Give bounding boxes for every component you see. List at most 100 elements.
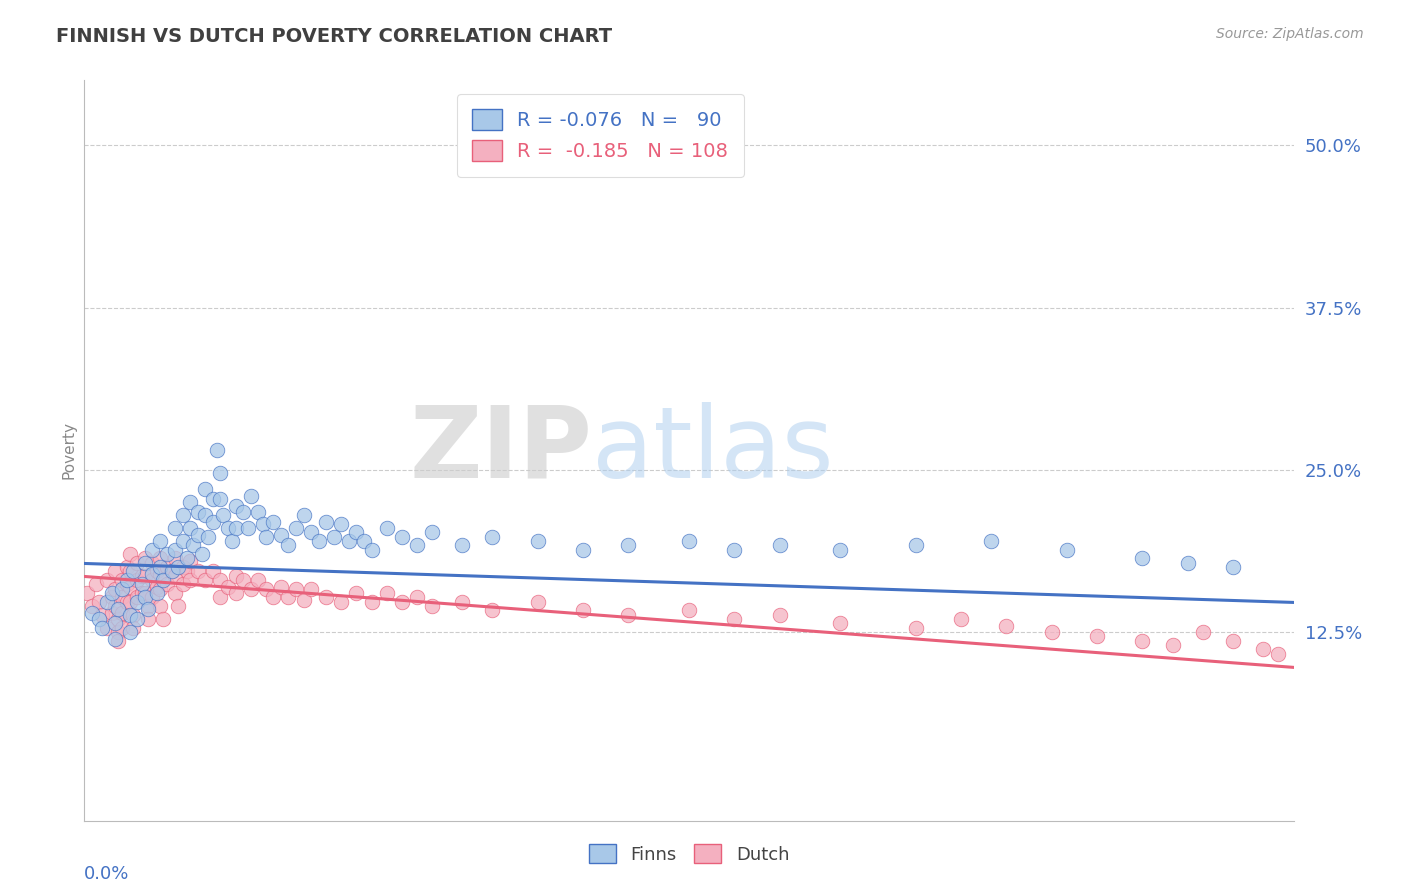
- Point: [225, 521, 247, 535]
- Point: [769, 538, 792, 552]
- Point: [201, 491, 224, 506]
- Point: [1130, 551, 1153, 566]
- Point: [118, 595, 141, 609]
- Point: [107, 612, 129, 626]
- Point: [172, 508, 194, 523]
- Point: [134, 551, 156, 566]
- Point: [115, 574, 138, 588]
- Point: [285, 582, 308, 597]
- Point: [315, 515, 337, 529]
- Point: [247, 504, 270, 518]
- Point: [830, 543, 852, 558]
- Point: [167, 560, 190, 574]
- Point: [146, 580, 169, 594]
- Point: [96, 595, 118, 609]
- Point: [292, 592, 315, 607]
- Point: [107, 602, 129, 616]
- Point: [127, 595, 149, 609]
- Point: [165, 543, 187, 558]
- Point: [165, 569, 187, 583]
- Point: [337, 534, 360, 549]
- Point: [152, 612, 174, 626]
- Legend: Finns, Dutch: Finns, Dutch: [581, 837, 797, 871]
- Point: [252, 517, 274, 532]
- Point: [527, 534, 550, 549]
- Point: [179, 554, 201, 568]
- Point: [572, 603, 595, 617]
- Point: [212, 508, 235, 523]
- Point: [617, 608, 640, 623]
- Point: [247, 574, 270, 588]
- Point: [131, 569, 153, 583]
- Point: [89, 595, 111, 609]
- Point: [141, 543, 163, 558]
- Point: [134, 586, 156, 600]
- Point: [172, 534, 194, 549]
- Point: [149, 599, 172, 614]
- Point: [156, 547, 179, 561]
- Y-axis label: Poverty: Poverty: [60, 421, 76, 480]
- Point: [572, 543, 595, 558]
- Point: [201, 515, 224, 529]
- Point: [980, 534, 1002, 549]
- Point: [115, 595, 138, 609]
- Point: [1161, 638, 1184, 652]
- Point: [141, 557, 163, 571]
- Point: [131, 577, 153, 591]
- Point: [232, 574, 254, 588]
- Point: [141, 591, 163, 605]
- Point: [1085, 629, 1108, 643]
- Point: [118, 580, 141, 594]
- Point: [299, 582, 322, 597]
- Point: [104, 564, 127, 578]
- Point: [134, 569, 156, 583]
- Point: [149, 551, 172, 566]
- Point: [1267, 648, 1289, 662]
- Text: Source: ZipAtlas.com: Source: ZipAtlas.com: [1216, 27, 1364, 41]
- Point: [308, 534, 330, 549]
- Point: [111, 574, 134, 588]
- Point: [96, 574, 118, 588]
- Point: [299, 525, 322, 540]
- Point: [131, 586, 153, 600]
- Point: [217, 580, 239, 594]
- Point: [165, 551, 187, 566]
- Point: [209, 574, 232, 588]
- Point: [136, 602, 159, 616]
- Point: [360, 543, 382, 558]
- Point: [127, 557, 149, 571]
- Point: [187, 564, 209, 578]
- Point: [100, 606, 122, 620]
- Point: [346, 525, 368, 540]
- Point: [262, 515, 284, 529]
- Point: [118, 625, 141, 640]
- Point: [315, 591, 337, 605]
- Point: [239, 582, 262, 597]
- Point: [80, 599, 103, 614]
- Point: [225, 569, 247, 583]
- Point: [165, 521, 187, 535]
- Point: [165, 586, 187, 600]
- Point: [176, 551, 198, 566]
- Point: [262, 591, 284, 605]
- Point: [232, 504, 254, 518]
- Point: [156, 577, 179, 591]
- Point: [904, 621, 927, 635]
- Point: [1222, 560, 1244, 574]
- Point: [207, 443, 229, 458]
- Point: [406, 538, 429, 552]
- Point: [391, 531, 413, 545]
- Text: FINNISH VS DUTCH POVERTY CORRELATION CHART: FINNISH VS DUTCH POVERTY CORRELATION CHA…: [56, 27, 613, 45]
- Point: [1056, 543, 1078, 558]
- Point: [481, 603, 503, 617]
- Point: [995, 619, 1018, 633]
- Point: [723, 543, 745, 558]
- Point: [527, 595, 550, 609]
- Point: [451, 538, 474, 552]
- Point: [76, 586, 98, 600]
- Point: [769, 608, 792, 623]
- Point: [187, 528, 209, 542]
- Point: [330, 517, 353, 532]
- Point: [127, 612, 149, 626]
- Point: [118, 564, 141, 578]
